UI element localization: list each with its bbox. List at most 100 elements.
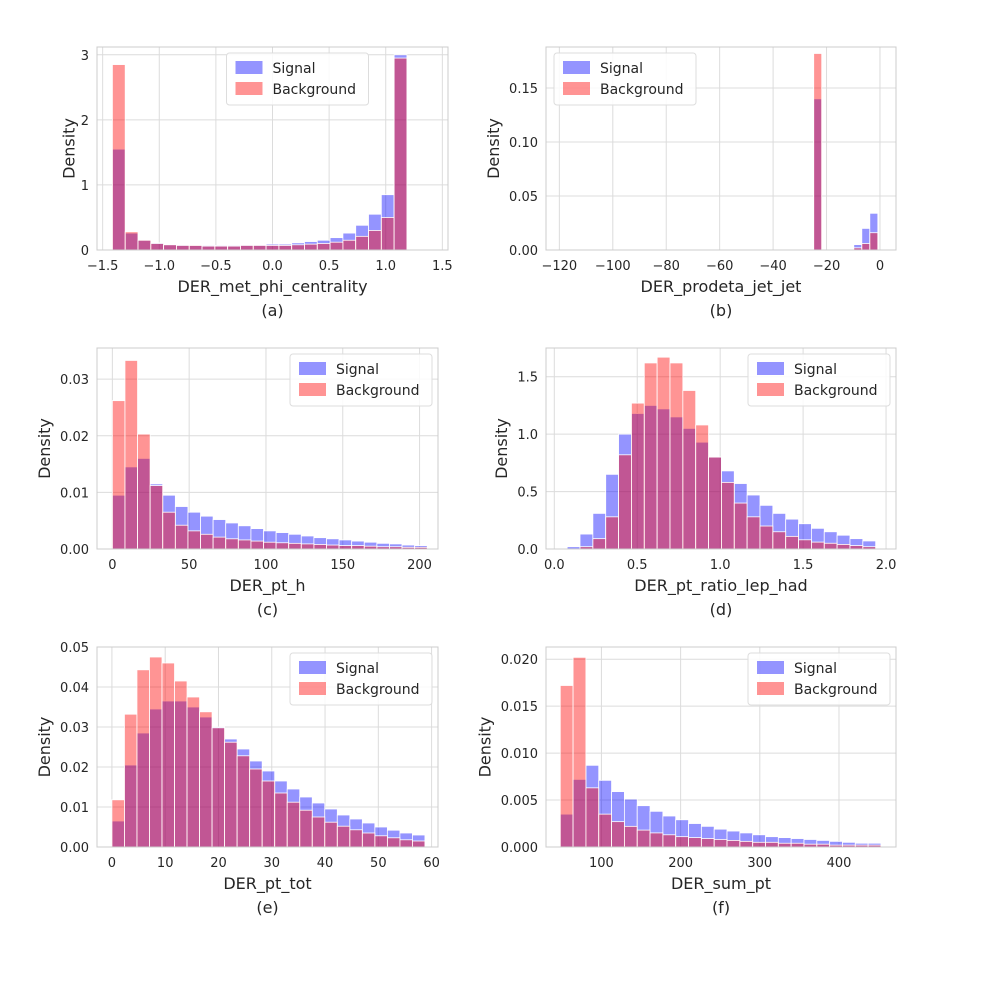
signal-legend-swatch: [299, 661, 326, 674]
signal-legend-swatch: [563, 61, 590, 74]
background-bar: [739, 840, 754, 848]
background-bar: [311, 816, 326, 848]
background-bar: [286, 801, 301, 848]
background-bar: [669, 362, 684, 550]
x-tick-label: 150: [330, 558, 355, 573]
background-bar: [374, 835, 388, 848]
background-bar: [592, 538, 607, 550]
background-bar: [275, 542, 290, 550]
background-bar: [278, 245, 293, 251]
background-bar: [380, 217, 395, 251]
x-tick-label: 200: [407, 558, 432, 573]
background-bar: [631, 402, 645, 550]
x-tick-label: 0.0: [262, 259, 283, 274]
background-bar: [338, 545, 353, 550]
background-bar: [316, 243, 331, 251]
background-bar: [361, 832, 376, 848]
background-bar: [124, 713, 138, 848]
background-legend-label: Background: [336, 682, 420, 698]
y-tick-label: 0.05: [60, 641, 89, 656]
background-bar: [252, 245, 267, 251]
background-bar: [623, 825, 638, 848]
background-bar: [111, 400, 126, 550]
background-bar: [336, 825, 351, 848]
x-tick-label: 100: [254, 558, 279, 573]
y-tick-label: 1: [81, 179, 89, 194]
x-tick-label: −1.0: [143, 259, 175, 274]
background-bar: [869, 232, 879, 251]
x-tick-label: 0: [876, 259, 884, 274]
plot-frame: [96, 46, 449, 251]
x-axis-label: DER_pt_ratio_lep_had: [634, 576, 807, 596]
background-bar: [813, 53, 823, 251]
x-tick-label: −40: [759, 259, 786, 274]
background-legend-label: Background: [336, 383, 420, 399]
panel-caption: (b): [710, 301, 733, 320]
panel-a: −1.5 −1.0 −0.5 0.0 0.5 1.0 1.5 0 1 2 3 DER_met_phi_…: [60, 46, 453, 320]
legend: Signal Background: [553, 52, 697, 106]
background-bar: [111, 799, 125, 848]
background-bar: [618, 454, 632, 550]
x-tick-label: −20: [813, 259, 840, 274]
background-bar: [713, 839, 728, 848]
x-tick-label: −60: [706, 259, 733, 274]
background-bar: [174, 524, 189, 550]
x-tick-label: 40: [317, 856, 334, 871]
legend: Signal Background: [289, 353, 433, 407]
background-bar: [861, 243, 871, 251]
panel-caption: (a): [261, 301, 283, 320]
background-bar: [726, 840, 741, 848]
y-tick-label: 0.03: [60, 721, 89, 736]
y-axis-label: Density: [60, 118, 79, 179]
y-axis-label: Density: [35, 717, 54, 778]
y-tick-label: 0.00: [509, 244, 538, 259]
background-legend-label: Background: [273, 82, 357, 98]
background-legend-label: Background: [794, 682, 878, 698]
x-tick-label: 50: [370, 856, 387, 871]
background-bar: [150, 243, 165, 251]
y-tick-label: 0.00: [60, 841, 89, 856]
background-bar: [412, 840, 426, 848]
y-tick-label: 1.0: [517, 428, 538, 443]
y-tick-label: 0.01: [60, 486, 89, 501]
legend-box: [289, 353, 433, 407]
x-tick-label: 0: [108, 856, 116, 871]
background-legend-swatch: [235, 82, 263, 95]
background-bar: [798, 539, 812, 550]
y-tick-label: 2: [81, 114, 89, 129]
background-bar: [188, 245, 203, 251]
plot-frame: [545, 46, 897, 251]
plot-frame: [96, 646, 439, 848]
y-tick-label: 0.000: [501, 841, 538, 856]
x-tick-label: −1.5: [87, 259, 119, 274]
background-bar: [643, 362, 658, 550]
background-legend-swatch: [563, 82, 590, 95]
background-bar: [199, 711, 213, 848]
background-bar: [649, 832, 664, 848]
x-tick-label: −0.5: [200, 259, 232, 274]
background-bar: [201, 245, 216, 251]
background-bar: [237, 539, 252, 550]
x-axis-label: DER_pt_tot: [223, 874, 311, 894]
background-bar: [368, 230, 382, 251]
legend-box: [226, 52, 369, 106]
background-bar: [765, 841, 779, 848]
x-tick-label: −80: [653, 259, 680, 274]
background-bar: [149, 485, 164, 550]
signal-legend-label: Signal: [336, 362, 379, 378]
x-tick-label: 0.0: [544, 558, 565, 573]
background-bar: [299, 809, 313, 848]
background-bar: [111, 64, 126, 251]
plot-frame: [545, 347, 897, 550]
y-tick-label: 3: [81, 49, 89, 64]
background-bar: [636, 829, 651, 848]
background-bar: [585, 787, 600, 848]
background-bar: [124, 360, 138, 550]
signal-legend-label: Signal: [794, 362, 837, 378]
background-bar: [291, 244, 305, 251]
legend: Signal Background: [289, 652, 433, 706]
y-tick-label: 0.05: [509, 190, 538, 205]
x-tick-label: 60: [423, 856, 440, 871]
background-bar: [124, 231, 139, 251]
